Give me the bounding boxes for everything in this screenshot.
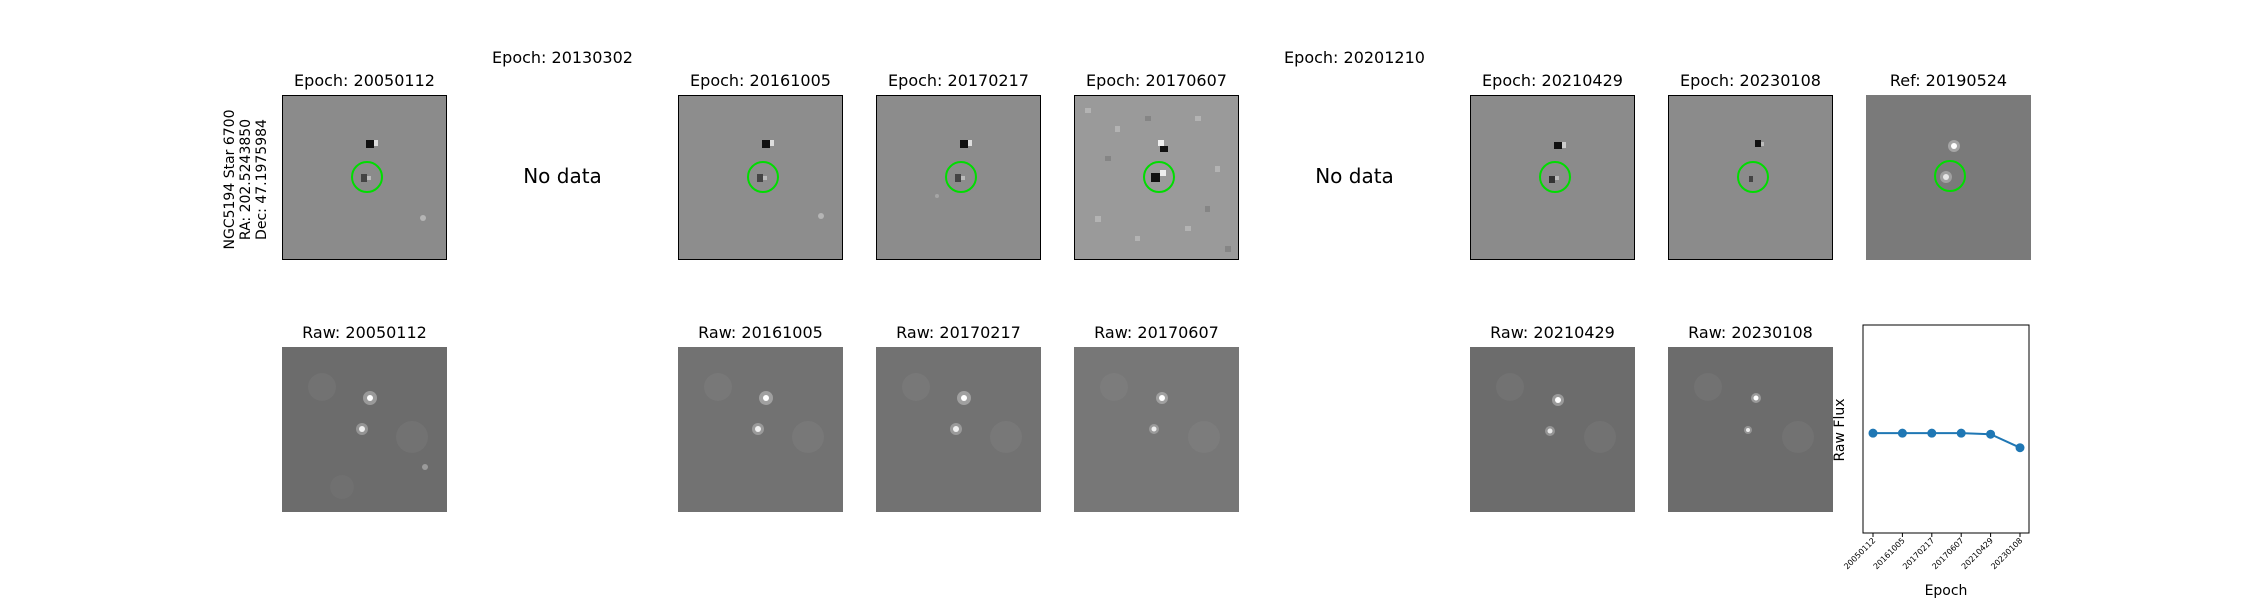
diff-title-1: Epoch: 20050112 [294, 71, 435, 90]
diff-title-5: Epoch: 20170607 [1086, 71, 1227, 90]
target-dec: Dec: 47.1975984 [254, 119, 270, 240]
raw-flux-chart-svg: 2005011220161005201702172017060720210429… [1842, 324, 2030, 571]
target-name: NGC5194 Star 6700 [222, 109, 238, 250]
raw-title-5: Raw: 20210429 [1490, 323, 1615, 342]
diff-title-8: Epoch: 20230108 [1680, 71, 1821, 90]
no-data-20130302: No data [523, 164, 602, 188]
reference-image-20190524 [1866, 95, 2031, 260]
raw-image-20210429 [1470, 347, 1635, 512]
diff-image-20170217 [876, 95, 1041, 260]
chart-frame [1862, 324, 2030, 534]
diff-image-20050112 [282, 95, 447, 260]
diff-title-4: Epoch: 20170217 [888, 71, 1029, 90]
raw-title-4: Raw: 20170607 [1094, 323, 1219, 342]
data-point [1986, 429, 1996, 439]
raw-flux-chart: 20050112 20161005 20170217 20170607 20210429… [1842, 324, 2030, 571]
x-axis-label: Epoch [1924, 583, 1968, 599]
data-point [1897, 428, 1907, 438]
data-point [2015, 443, 2025, 453]
raw-image-20050112 [282, 347, 447, 512]
raw-image-20170217 [876, 347, 1041, 512]
target-ra: RA: 202.5243850 [238, 118, 254, 241]
data-point [1956, 428, 1966, 438]
x-tick-label: 20230108 [1989, 536, 2024, 571]
data-point [1868, 428, 1878, 438]
diff-image-20170607 [1074, 95, 1239, 260]
no-data-20201210: No data [1315, 164, 1394, 188]
raw-image-20170607 [1074, 347, 1239, 512]
target-info-label: NGC5194 Star 6700 RA: 202.5243850 Dec: 4… [222, 107, 282, 252]
diff-image-20161005 [678, 95, 843, 260]
diff-image-20210429 [1470, 95, 1635, 260]
diff-title-3: Epoch: 20161005 [690, 71, 831, 90]
data-point [1927, 428, 1937, 438]
diff-title-2: Epoch: 20130302 [492, 48, 633, 67]
raw-flux-line [1873, 432, 2021, 449]
raw-image-20230108 [1668, 347, 1833, 512]
ref-title: Ref: 20190524 [1889, 71, 2008, 90]
diff-title-6: Epoch: 20201210 [1284, 48, 1425, 67]
raw-title-2: Raw: 20161005 [698, 323, 823, 342]
diff-image-20230108 [1668, 95, 1833, 260]
raw-title-6: Raw: 20230108 [1688, 323, 1813, 342]
raw-title-3: Raw: 20170217 [896, 323, 1021, 342]
raw-title-1: Raw: 20050112 [302, 323, 427, 342]
raw-image-20161005 [678, 347, 843, 512]
diff-title-7: Epoch: 20210429 [1482, 71, 1623, 90]
y-axis-label: Raw Flux [1832, 398, 1848, 462]
